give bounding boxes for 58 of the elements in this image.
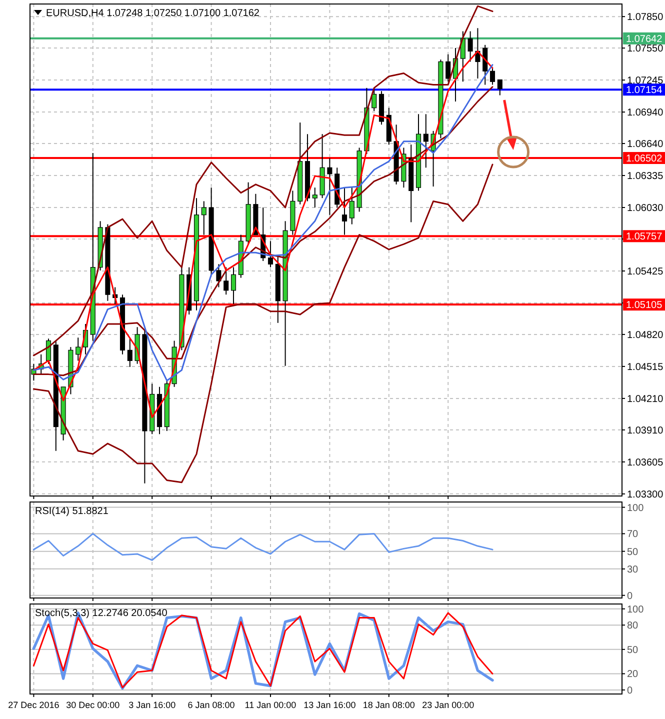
candlestick	[423, 114, 428, 168]
x-tick-label: 18 Jan 08:00	[362, 700, 415, 710]
chart-title: RSI(14) 51.8821	[35, 506, 109, 517]
y-tick-label: 80	[627, 620, 639, 632]
candlestick	[342, 187, 348, 236]
x-tick-label: 23 Jan 00:00	[422, 700, 474, 710]
line-series	[32, 164, 494, 484]
candlestick	[327, 158, 332, 216]
y-tick-label: 1.03910	[627, 425, 664, 436]
y-tick-label: 1.06940	[627, 108, 664, 119]
y-tick-label: 1.03300	[627, 489, 664, 500]
candlestick	[490, 67, 496, 86]
candlestick	[224, 266, 229, 296]
y-tick-label: 1.05425	[627, 266, 664, 278]
y-tick-label: 1.04210	[627, 394, 664, 405]
y-tick-label: 50	[627, 644, 639, 656]
ref-line-label: 1.07642	[626, 34, 663, 45]
y-tick-label: 0	[627, 590, 633, 602]
ref-line-label: 1.07154	[626, 85, 663, 96]
y-tick-label: 20	[627, 669, 639, 680]
candlestick	[312, 187, 318, 208]
y-tick-label: 1.04515	[627, 362, 664, 373]
y-tick-label: 30	[627, 564, 639, 576]
y-tick-label: 1.07550	[627, 44, 664, 55]
y-tick-label: 70	[627, 529, 639, 540]
y-tick-label: 100	[627, 502, 644, 514]
candlestick	[446, 54, 451, 82]
line-series	[32, 532, 494, 561]
x-tick-label: 11 Jan 00:00	[244, 700, 296, 710]
candlestick	[482, 44, 488, 86]
candlestick	[201, 200, 206, 236]
candlestick	[372, 87, 377, 112]
y-tick-label: 1.07850	[627, 12, 664, 24]
candlestick	[127, 337, 132, 368]
x-tick-label: 3 Jan 16:00	[128, 700, 176, 710]
y-tick-label: 1.03605	[627, 457, 664, 468]
y-tick-label: 1.06640	[627, 139, 664, 150]
x-tick-label: 6 Jan 08:00	[188, 700, 235, 710]
candlestick	[230, 266, 236, 305]
candlestick	[76, 337, 81, 362]
candlestick	[497, 79, 502, 96]
candlestick	[268, 240, 274, 268]
y-tick-label: 1.06030	[627, 203, 664, 214]
candlestick	[468, 30, 473, 62]
y-tick-label: 1.04820	[627, 330, 664, 341]
y-tick-label: 100	[627, 604, 644, 616]
ref-line-label: 1.05757	[626, 232, 663, 243]
y-tick-label: 50	[627, 546, 639, 558]
y-tick-label: 1.06335	[627, 171, 664, 182]
x-tick-label: 30 Dec 00:00	[66, 700, 120, 710]
ref-line-label: 1.06502	[626, 154, 663, 164]
chart-title: EURUSD,H4 1.07248 1.07250 1.07100 1.07162	[46, 8, 260, 19]
y-tick-label: 0	[627, 685, 633, 696]
candlestick	[216, 264, 222, 288]
ref-line-label: 1.05105	[626, 300, 663, 312]
x-tick-label: 13 Jan 16:00	[304, 700, 356, 710]
x-tick-label: 27 Dec 2016	[8, 700, 60, 710]
candlestick	[349, 187, 354, 225]
